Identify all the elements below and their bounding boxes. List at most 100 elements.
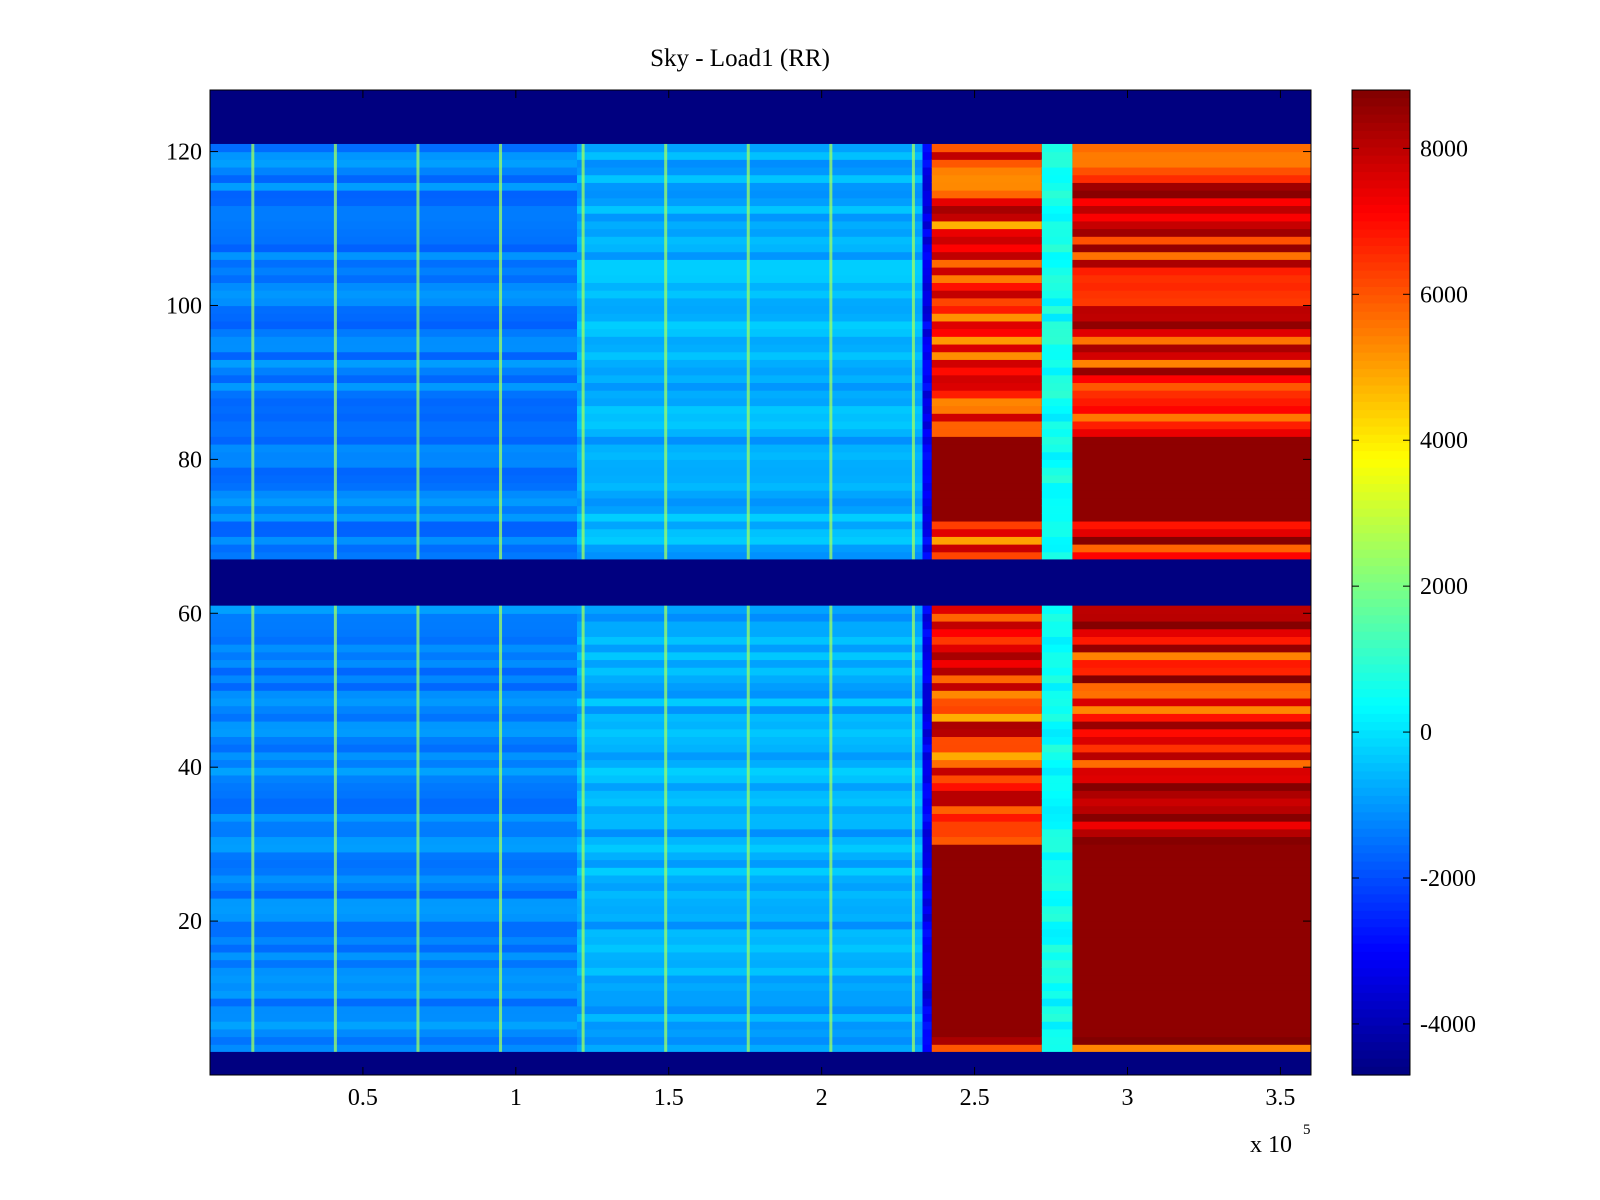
heatmap-cell-region-4 bbox=[1041, 797, 1073, 807]
heatmap-cell-region-3 bbox=[931, 659, 1042, 668]
heatmap-cell-region-5 bbox=[1072, 821, 1311, 830]
heatmap-cell-region-5 bbox=[1072, 797, 1311, 807]
heatmap-cell-region-0 bbox=[210, 274, 577, 283]
colorbar-segment bbox=[1352, 672, 1410, 682]
heatmap-cell-region-2 bbox=[922, 159, 932, 168]
heatmap-cell-region-0 bbox=[210, 790, 577, 799]
colorbar-segment bbox=[1352, 722, 1410, 731]
heatmap-cell-region-0 bbox=[210, 436, 577, 445]
colorbar-segment bbox=[1352, 598, 1410, 608]
heatmap-cell-region-0 bbox=[210, 851, 577, 861]
colorbar-segment bbox=[1352, 410, 1410, 419]
colorbar-segment bbox=[1352, 270, 1410, 280]
heatmap-cell-region-0 bbox=[210, 528, 577, 537]
heatmap-cell-region-2 bbox=[922, 544, 932, 553]
colorbar-segment bbox=[1352, 878, 1410, 887]
heatmap-cell-region-3 bbox=[931, 682, 1042, 691]
heatmap-cell-region-1 bbox=[577, 844, 923, 853]
heatmap-cell-region-0 bbox=[210, 944, 577, 953]
heatmap-cell-region-0 bbox=[210, 882, 577, 891]
heatmap-cell-region-1 bbox=[577, 443, 923, 453]
heatmap-cell-region-0 bbox=[210, 328, 577, 337]
colorbar-segment bbox=[1352, 114, 1410, 124]
heatmap-cell-region-5 bbox=[1072, 828, 1311, 838]
heatmap-cell-region-3 bbox=[931, 151, 1042, 160]
heatmap-cell-region-2 bbox=[922, 844, 932, 853]
heatmap-cell-region-5 bbox=[1072, 836, 1311, 845]
heatmap-cell-region-4 bbox=[1041, 928, 1073, 938]
heatmap-cell-region-5 bbox=[1072, 644, 1311, 653]
heatmap-cell-region-5 bbox=[1072, 374, 1311, 384]
heatmap-cell-region-1 bbox=[577, 1005, 923, 1015]
heatmap-cell-region-5 bbox=[1072, 767, 1311, 776]
heatmap-cell-region-5 bbox=[1072, 774, 1311, 784]
heatmap-cell-region-5 bbox=[1072, 328, 1311, 337]
heatmap-cell-region-5 bbox=[1072, 1028, 1311, 1038]
heatmap-cell-region-1 bbox=[577, 659, 923, 668]
y-tick-label: 120 bbox=[166, 140, 202, 166]
heatmap-cell-region-5 bbox=[1072, 951, 1311, 961]
heatmap-cell-region-2 bbox=[922, 690, 932, 699]
heatmap-cell-region-3 bbox=[931, 190, 1042, 199]
heatmap-cell-region-2 bbox=[922, 605, 932, 614]
heatmap-spike-column bbox=[911, 143, 915, 560]
heatmap-band-0 bbox=[210, 605, 1311, 1053]
heatmap-cell-region-1 bbox=[577, 459, 923, 468]
heatmap-cell-region-5 bbox=[1072, 282, 1311, 291]
heatmap-cell-region-2 bbox=[922, 828, 932, 838]
colorbar-segment bbox=[1352, 139, 1410, 149]
heatmap-spike-column bbox=[333, 143, 337, 560]
heatmap-cell-region-2 bbox=[922, 744, 932, 753]
heatmap-cell-region-0 bbox=[210, 874, 577, 884]
colorbar-segment bbox=[1352, 278, 1410, 288]
plot-frame bbox=[209, 89, 1312, 1076]
heatmap-cell-region-4 bbox=[1041, 413, 1073, 422]
heatmap-cell-region-4 bbox=[1041, 290, 1073, 299]
colorbar-segment bbox=[1352, 845, 1410, 854]
heatmap-cell-region-0 bbox=[210, 467, 577, 476]
heatmap-cell-region-5 bbox=[1072, 482, 1311, 491]
heatmap-cell-region-0 bbox=[210, 836, 577, 845]
heatmap-cell-region-3 bbox=[931, 420, 1042, 430]
heatmap-cell-region-0 bbox=[210, 905, 577, 914]
heatmap-cell-region-4 bbox=[1041, 143, 1073, 153]
colorbar-segment bbox=[1352, 804, 1410, 813]
heatmap-spike-column bbox=[911, 605, 915, 1052]
heatmap-cell-region-0 bbox=[210, 374, 577, 384]
heatmap-cell-region-1 bbox=[577, 490, 923, 499]
heatmap-cell-region-0 bbox=[210, 974, 577, 984]
heatmap-cell-region-3 bbox=[931, 898, 1042, 907]
heatmap-cell-region-0 bbox=[210, 890, 577, 899]
heatmap-cell-region-4 bbox=[1041, 282, 1073, 291]
heatmap-cell-region-4 bbox=[1041, 867, 1073, 876]
heatmap-cell-region-2 bbox=[922, 982, 932, 991]
heatmap-cell-region-3 bbox=[931, 313, 1042, 322]
heatmap-cell-region-4 bbox=[1041, 636, 1073, 645]
heatmap-cell-region-0 bbox=[210, 1028, 577, 1038]
heatmap-cell-region-4 bbox=[1041, 659, 1073, 668]
heatmap-cell-region-2 bbox=[922, 898, 932, 907]
heatmap-cell-region-5 bbox=[1072, 659, 1311, 668]
heatmap-cell-region-5 bbox=[1072, 420, 1311, 430]
colorbar-segment bbox=[1352, 681, 1410, 690]
heatmap-cell-region-3 bbox=[931, 790, 1042, 799]
colorbar-segment bbox=[1352, 582, 1410, 592]
heatmap-cell-region-1 bbox=[577, 467, 923, 476]
heatmap-cell-region-0 bbox=[210, 628, 577, 637]
heatmap-cell-region-5 bbox=[1072, 382, 1311, 391]
heatmap-cell-region-2 bbox=[922, 790, 932, 799]
heatmap-cell-region-3 bbox=[931, 651, 1042, 661]
heatmap-cell-region-2 bbox=[922, 297, 932, 307]
heatmap-cell-region-2 bbox=[922, 990, 932, 999]
colorbar-segment bbox=[1352, 516, 1410, 526]
colorbar-segment bbox=[1352, 180, 1410, 190]
heatmap-cell-region-0 bbox=[210, 828, 577, 838]
x-tick-label: 3.5 bbox=[1265, 1085, 1295, 1111]
heatmap-cell-region-0 bbox=[210, 428, 577, 437]
heatmap-cell-region-3 bbox=[931, 413, 1042, 422]
heatmap-cell-region-3 bbox=[931, 482, 1042, 491]
heatmap-cell-region-5 bbox=[1072, 967, 1311, 976]
heatmap-cell-region-5 bbox=[1072, 936, 1311, 945]
heatmap-cell-region-0 bbox=[210, 751, 577, 761]
heatmap-cell-region-0 bbox=[210, 551, 577, 561]
